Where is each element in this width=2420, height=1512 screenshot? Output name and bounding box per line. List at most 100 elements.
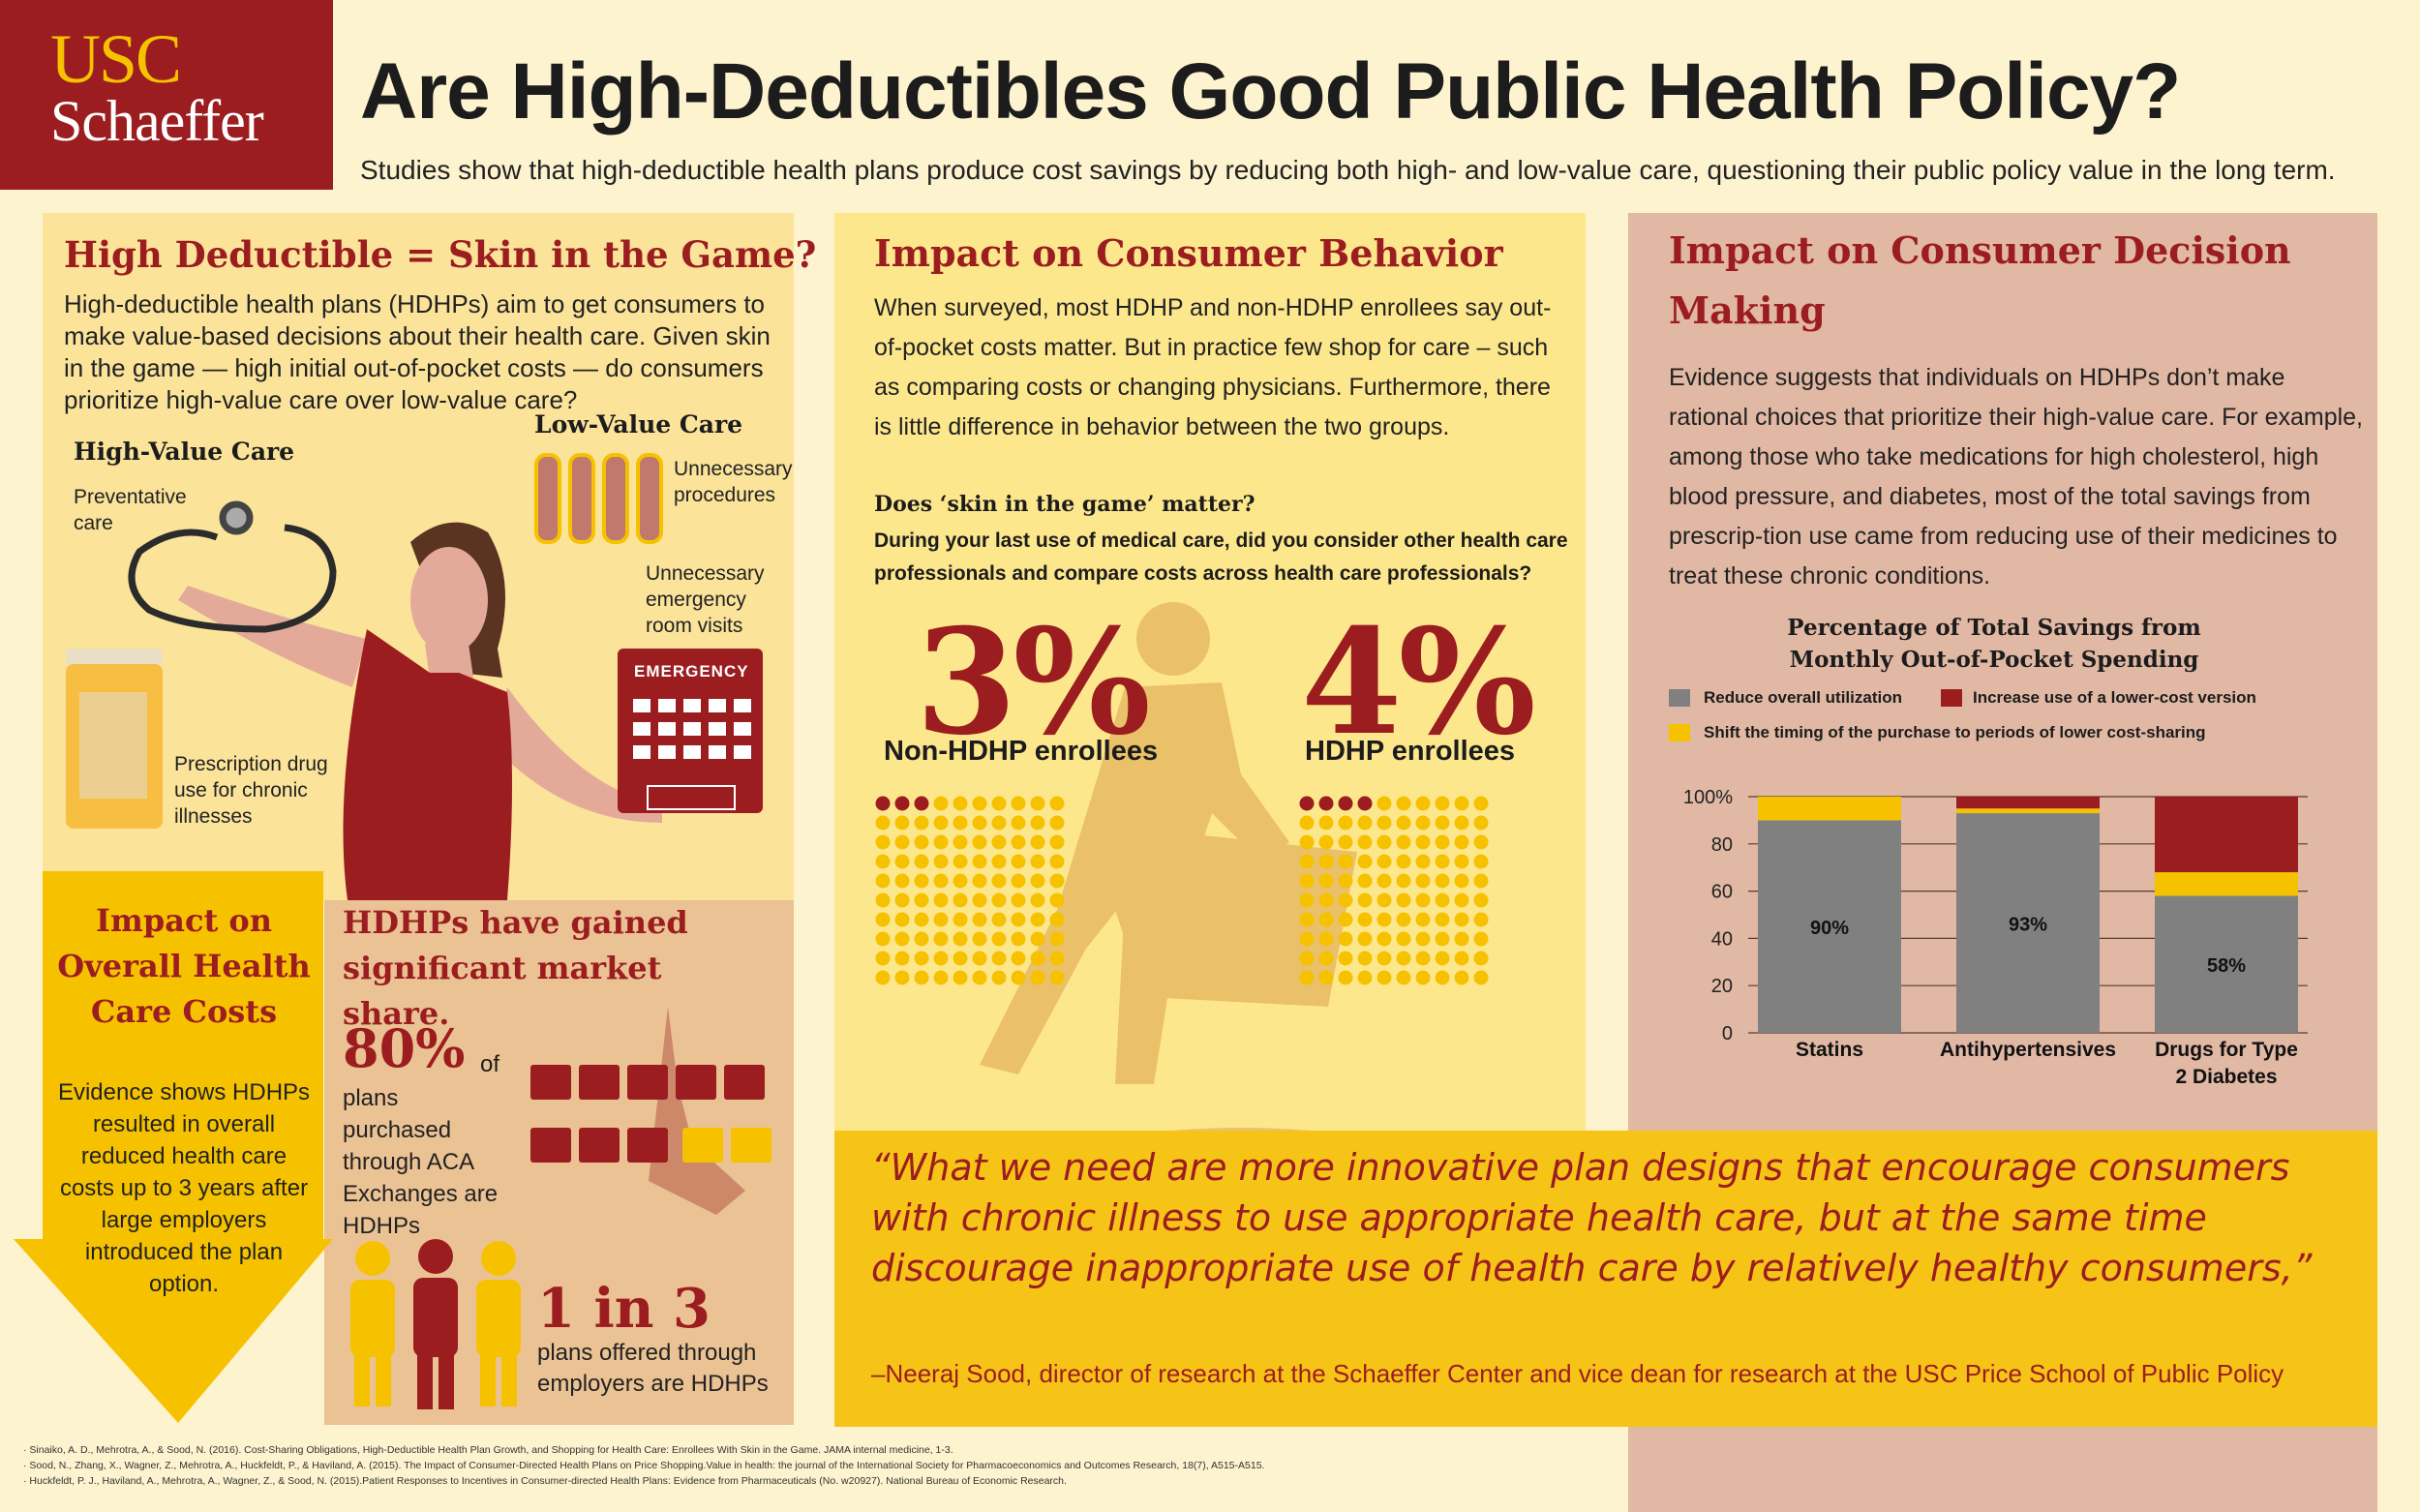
person-icon-2 [413, 1239, 458, 1409]
bar-segment [2155, 797, 2298, 873]
er-visits-label: Unnecessary emergency room visits [646, 562, 765, 637]
market-stat-80: 80% [343, 1017, 466, 1079]
dot [1357, 815, 1373, 831]
dot [1376, 912, 1392, 927]
behavior-text: When surveyed, most HDHP and non-HDHP en… [874, 294, 1552, 440]
label-non-hdhp: Non-HDHP enrollees [884, 736, 1159, 767]
dot [972, 931, 987, 947]
dot [1338, 873, 1353, 889]
dot [1357, 951, 1373, 966]
bar-segment [2155, 872, 2298, 896]
dot [1357, 970, 1373, 985]
dot [1396, 931, 1411, 947]
dot [1415, 873, 1431, 889]
savings-bar-chart: 0 20 40 60 80 100% 90% Statins 93% Antihypertensi… [1683, 787, 2308, 1088]
dot [1357, 912, 1373, 927]
dot [972, 815, 987, 831]
dot [1299, 873, 1315, 889]
dot [1454, 815, 1469, 831]
legend-label-shift: Shift the timing of the purchase to peri… [1704, 723, 2206, 741]
question-text: During your last use of medical care, di… [874, 529, 1568, 585]
dot [1376, 892, 1392, 908]
shopping-illustration [875, 602, 1489, 1176]
folder-icons [530, 1065, 765, 1163]
dot [894, 854, 910, 869]
decision-heading: Impact on Consumer Decision Making [1669, 228, 2291, 332]
prescription-label: Prescription drug use for chronic illnes… [174, 753, 328, 828]
down-arrow-icon [14, 871, 333, 1423]
dot [1473, 892, 1489, 908]
dot [1415, 854, 1431, 869]
quote-attribution: –Neeraj Sood, director of research at th… [871, 1359, 2284, 1388]
dot [991, 834, 1007, 850]
high-value-label: High-Value Care [74, 438, 295, 466]
dot [1338, 931, 1353, 947]
dress-icon [343, 629, 512, 900]
dot [972, 951, 987, 966]
dot [953, 912, 968, 927]
dot-grid-non-hdhp [875, 796, 1065, 985]
dot [933, 892, 949, 908]
dot [1396, 892, 1411, 908]
bar-value-label: 90% [1810, 918, 1849, 939]
dot [933, 854, 949, 869]
dot [1049, 970, 1065, 985]
dot [1011, 912, 1026, 927]
dot [1030, 815, 1045, 831]
dot [972, 892, 987, 908]
face-icon [410, 547, 488, 653]
dot [894, 815, 910, 831]
quote-band [834, 1131, 2377, 1427]
dot [1415, 951, 1431, 966]
folders-illustration [530, 1007, 771, 1215]
bar-segment [1956, 797, 2100, 809]
dot [1454, 951, 1469, 966]
dot [875, 892, 891, 908]
dot [953, 854, 968, 869]
low-value-label: Low-Value Care [534, 410, 743, 438]
dot [953, 796, 968, 811]
dot [1454, 834, 1469, 850]
dot [1338, 815, 1353, 831]
dot [1299, 796, 1315, 811]
dot [1030, 970, 1045, 985]
dot [991, 854, 1007, 869]
dot [972, 970, 987, 985]
market-stat-80-of: of [480, 1051, 500, 1077]
dot [1415, 931, 1431, 947]
dot [972, 912, 987, 927]
dot [1030, 892, 1045, 908]
costs-heading: Impact on Overall Health Care Costs [57, 902, 311, 1030]
pill-bottle-icon [66, 649, 163, 829]
dot [1357, 796, 1373, 811]
dot [875, 970, 891, 985]
dot [894, 892, 910, 908]
dot [914, 970, 929, 985]
dot [1011, 892, 1026, 908]
procedures-label: Unnecessary procedures [674, 458, 793, 506]
dot [1454, 892, 1469, 908]
footnote-3: · Huckfeldt, P. J., Haviland, A., Mehrot… [23, 1475, 1067, 1487]
dot [933, 815, 949, 831]
dot [1338, 834, 1353, 850]
dot [894, 931, 910, 947]
dot [875, 951, 891, 966]
y-tick-label: 0 [1722, 1023, 1733, 1044]
dot [1011, 970, 1026, 985]
dot [991, 815, 1007, 831]
dot [1435, 815, 1450, 831]
y-tick-label: 80 [1711, 834, 1733, 856]
dot [1396, 951, 1411, 966]
bar-segment [1956, 808, 2100, 814]
dot [933, 951, 949, 966]
dot [875, 834, 891, 850]
footnote-1: · Sinaiko, A. D., Mehrotra, A., & Sood, … [23, 1444, 953, 1456]
dot [914, 951, 929, 966]
dot [972, 873, 987, 889]
dot [1473, 951, 1489, 966]
dot [1318, 873, 1334, 889]
dot [1318, 834, 1334, 850]
footnote-2: · Sood, N., Zhang, X., Wagner, Z., Mehro… [23, 1460, 1265, 1471]
dot [1338, 854, 1353, 869]
left-arm-icon [178, 586, 367, 687]
